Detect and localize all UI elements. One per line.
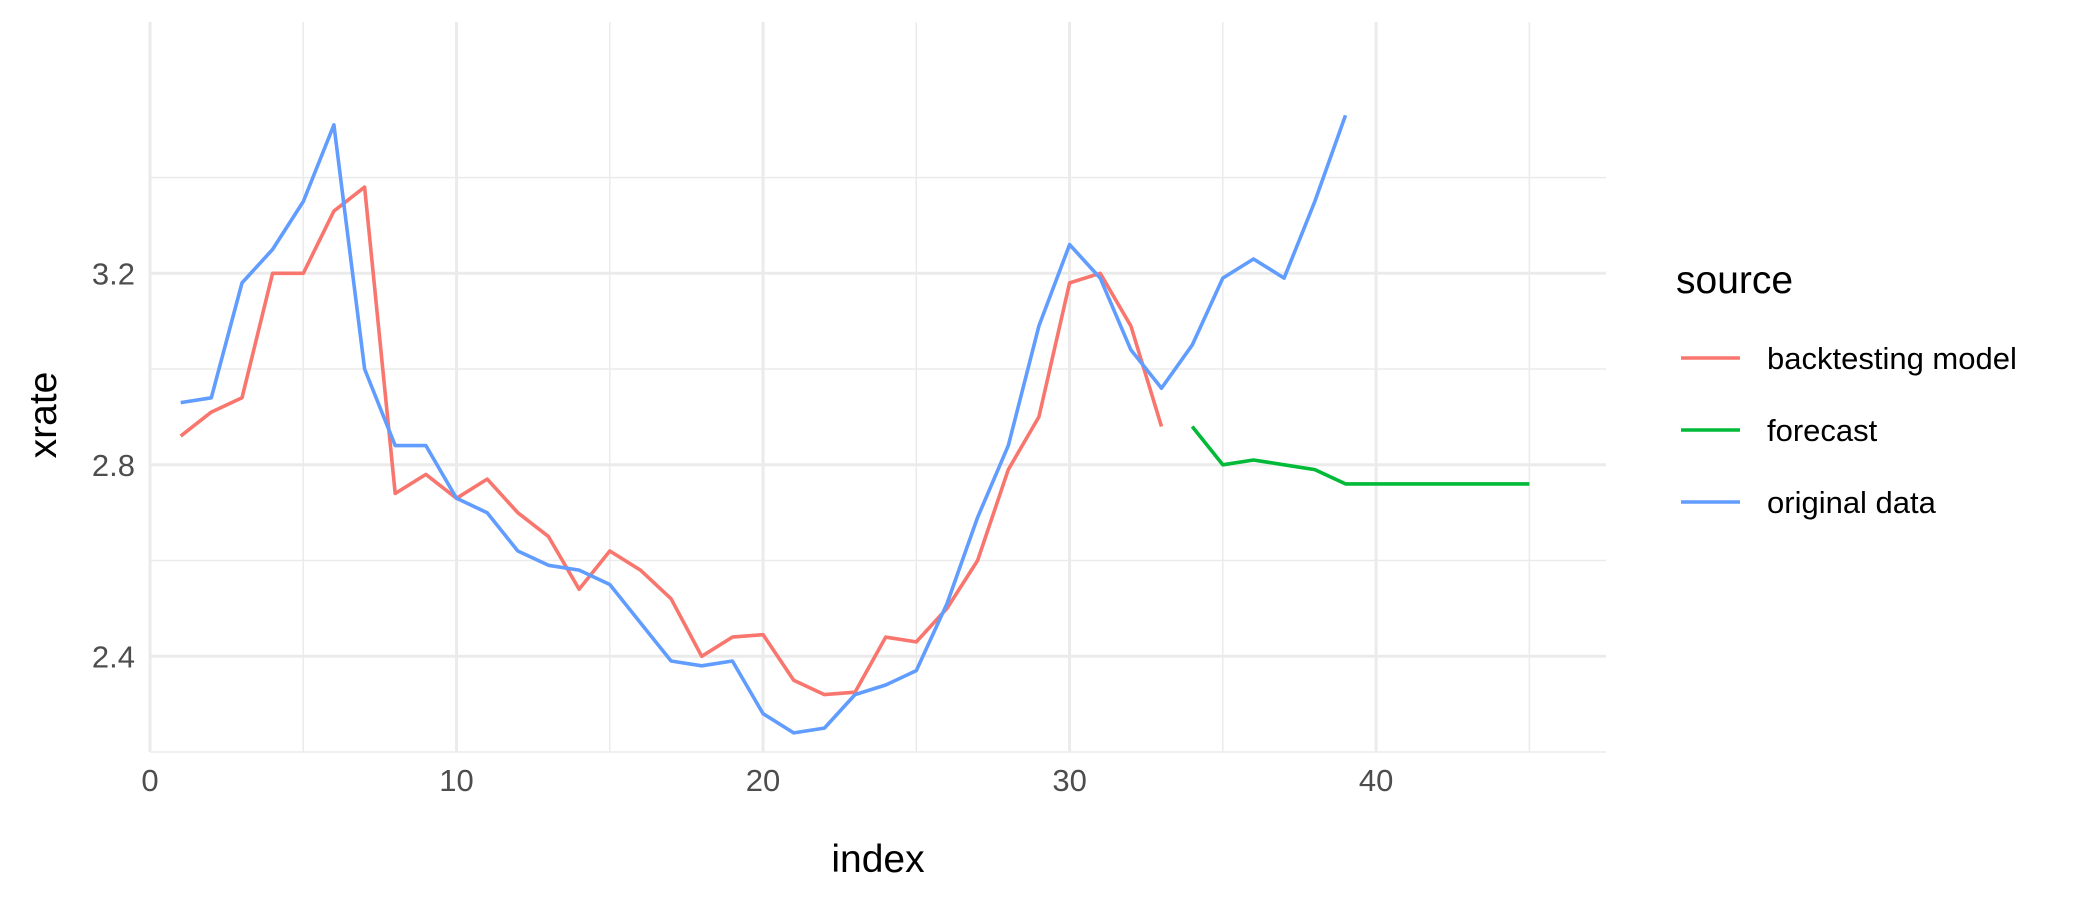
x-axis-title: index — [831, 838, 925, 881]
x-tick-label: 20 — [746, 763, 780, 798]
legend-item-backtesting-model: backtesting model — [1681, 341, 2017, 376]
legend-label: forecast — [1767, 413, 1878, 448]
y-tick-label: 3.2 — [92, 256, 135, 291]
legend-title: source — [1676, 259, 1793, 302]
legend: source backtesting model forecast original… — [1676, 259, 2017, 520]
y-tick-label: 2.4 — [92, 639, 135, 674]
tick-label-layer: 0 10 20 30 40 2.4 2.8 3.2 — [92, 256, 1393, 798]
legend-item-original-data: original data — [1681, 485, 1937, 520]
legend-label: original data — [1767, 485, 1937, 520]
series-line-original-data — [180, 114, 1348, 735]
series-line-backtesting-model — [179, 185, 1164, 697]
series-layer — [179, 114, 1530, 735]
x-tick-label: 40 — [1359, 763, 1393, 798]
x-tick-label: 0 — [141, 763, 158, 798]
y-axis-title: xrate — [22, 372, 65, 459]
y-tick-label: 2.8 — [92, 448, 135, 483]
legend-item-forecast: forecast — [1681, 413, 1878, 448]
legend-items: backtesting model forecast original data — [1681, 341, 2017, 520]
grid-layer — [148, 22, 1606, 753]
x-tick-label: 10 — [439, 763, 473, 798]
x-tick-label: 30 — [1052, 763, 1086, 798]
series-line-forecast — [1190, 425, 1530, 486]
legend-label: backtesting model — [1767, 341, 2017, 376]
